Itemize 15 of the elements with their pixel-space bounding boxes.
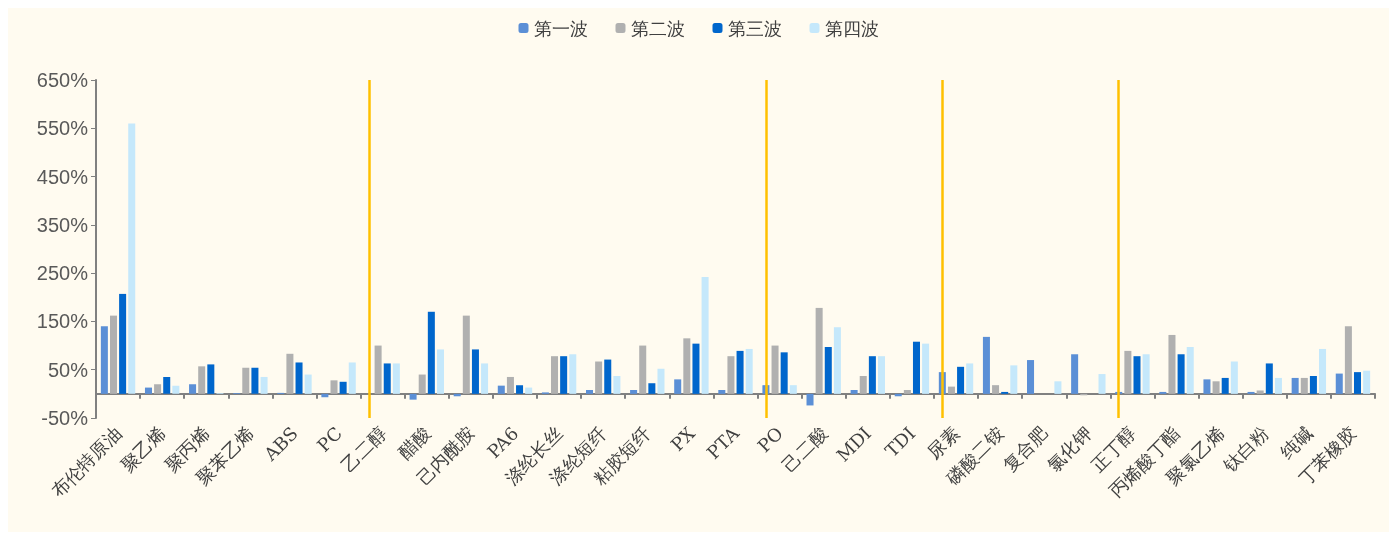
x-tick-label: PX bbox=[666, 422, 699, 456]
y-tick-label: 150% bbox=[36, 310, 89, 333]
x-tick-label: PC bbox=[312, 422, 346, 456]
y-tick-label: 250% bbox=[36, 262, 89, 285]
y-tick-label: 50% bbox=[47, 358, 89, 381]
legend-label: 第四波 bbox=[824, 17, 879, 39]
x-tick-label: TDI bbox=[880, 422, 920, 462]
y-tick-label: -50% bbox=[41, 407, 89, 429]
y-tick-label: 350% bbox=[36, 213, 89, 236]
legend-label: 第一波 bbox=[533, 17, 588, 39]
legend-label: 第三波 bbox=[727, 17, 782, 39]
y-tick-label: 450% bbox=[36, 165, 89, 188]
legend-label: 第二波 bbox=[630, 17, 685, 39]
y-tick-label: 550% bbox=[36, 117, 89, 140]
y-tick-label: 650% bbox=[36, 69, 89, 91]
